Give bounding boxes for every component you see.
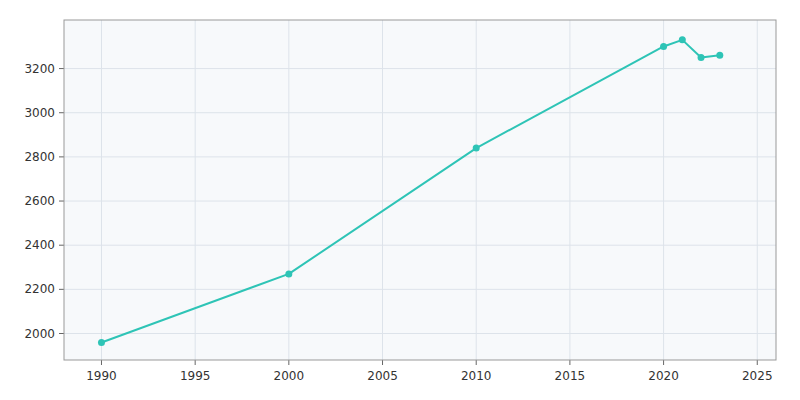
point xyxy=(98,339,105,346)
tick-y xyxy=(59,156,64,157)
tick-label-x: 2010 xyxy=(461,369,492,383)
tick-y xyxy=(59,112,64,113)
chart-container: 1990 1995 2000 2005 2010 2015 2020 2025 2000 2200… xyxy=(0,0,800,400)
tick-label-x: 1990 xyxy=(86,369,117,383)
tick-label-x: 2005 xyxy=(367,369,398,383)
tick-label-x: 2015 xyxy=(555,369,586,383)
axes: 1990 1995 2000 2005 2010 2015 2020 2025 2000 2200… xyxy=(24,62,772,383)
grid xyxy=(64,20,776,360)
grid-line-x xyxy=(663,20,664,360)
tick-y xyxy=(59,245,64,246)
tick-x xyxy=(382,360,383,365)
point xyxy=(660,43,667,50)
grid-line-x xyxy=(757,20,758,360)
grid-line-y xyxy=(64,156,776,157)
grid-line-x xyxy=(288,20,289,360)
point xyxy=(698,54,705,61)
tick-label-y: 2600 xyxy=(24,194,55,208)
tick-label-x: 1995 xyxy=(180,369,211,383)
grid-line-x xyxy=(569,20,570,360)
grid-line-y xyxy=(64,245,776,246)
tick-y xyxy=(59,201,64,202)
tick-label-y: 2400 xyxy=(24,238,55,252)
point xyxy=(679,36,686,43)
tick-label-x: 2000 xyxy=(274,369,305,383)
grid-line-y xyxy=(64,333,776,334)
tick-x xyxy=(569,360,570,365)
chart: 1990 1995 2000 2005 2010 2015 2020 2025 2000 2200… xyxy=(0,0,800,400)
tick-x xyxy=(101,360,102,365)
tick-x xyxy=(288,360,289,365)
grid-line-y xyxy=(64,68,776,69)
grid-line-x xyxy=(101,20,102,360)
grid-line-y xyxy=(64,112,776,113)
series xyxy=(98,36,723,346)
point xyxy=(285,270,292,277)
plot-frame xyxy=(64,20,776,360)
grid-line-y xyxy=(64,201,776,202)
tick-y xyxy=(59,68,64,69)
tick-x xyxy=(476,360,477,365)
line xyxy=(101,40,719,343)
grid-line-x xyxy=(476,20,477,360)
point xyxy=(473,145,480,152)
grid-line-x xyxy=(382,20,383,360)
point xyxy=(716,52,723,59)
grid-line-y xyxy=(64,289,776,290)
tick-x xyxy=(663,360,664,365)
tick-y xyxy=(59,289,64,290)
plot-background xyxy=(64,20,776,360)
tick-label-x: 2025 xyxy=(742,369,773,383)
tick-x xyxy=(195,360,196,365)
tick-label-y: 3200 xyxy=(24,62,55,76)
tick-x xyxy=(757,360,758,365)
tick-label-y: 2000 xyxy=(24,327,55,341)
tick-label-x: 2020 xyxy=(648,369,679,383)
tick-label-y: 2800 xyxy=(24,150,55,164)
tick-label-y: 2200 xyxy=(24,282,55,296)
tick-y xyxy=(59,333,64,334)
tick-label-y: 3000 xyxy=(24,106,55,120)
